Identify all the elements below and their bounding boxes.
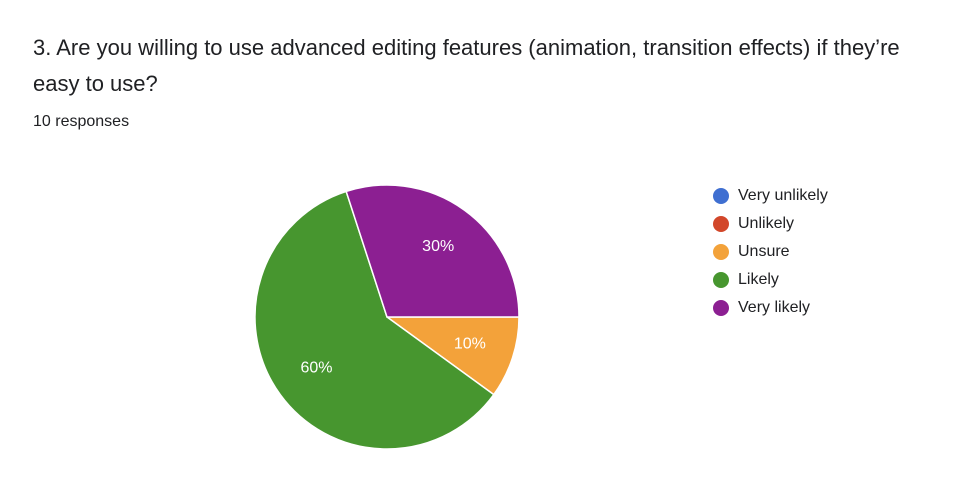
legend-label-very-unlikely: Very unlikely [738, 187, 828, 204]
pie-slice-unsure[interactable] [384, 316, 520, 396]
legend-swatch-very-likely [713, 300, 729, 316]
legend-label-likely: Likely [738, 271, 779, 288]
legend: Very unlikely Unlikely Unsure Likely Ver… [713, 182, 828, 322]
pie-labels: 10% 60% 30% [300, 238, 485, 377]
legend-label-very-likely: Very likely [738, 299, 811, 316]
legend-label-unlikely: Unlikely [738, 215, 795, 232]
pie-slice-likely[interactable] [254, 190, 495, 450]
legend-label-unsure: Unsure [738, 243, 790, 260]
legend-item-very-unlikely[interactable]: Very unlikely [713, 182, 828, 210]
pie-label-likely: 60% [300, 360, 332, 377]
legend-item-unsure[interactable]: Unsure [713, 238, 828, 266]
legend-swatch-unlikely [713, 216, 729, 232]
pie-label-very-likely: 30% [422, 238, 454, 255]
pie-label-unsure: 10% [454, 335, 486, 352]
legend-item-likely[interactable]: Likely [713, 266, 828, 294]
question-title: 3. Are you willing to use advanced editi… [33, 35, 900, 96]
pie-slices [254, 184, 520, 450]
legend-item-very-likely[interactable]: Very likely [713, 294, 828, 322]
response-count: 10 responses [33, 113, 130, 130]
legend-swatch-very-unlikely [713, 188, 729, 204]
legend-swatch-likely [713, 272, 729, 288]
legend-swatch-unsure [713, 244, 729, 260]
pie-slice-very-likely[interactable] [345, 184, 520, 318]
legend-item-unlikely[interactable]: Unlikely [713, 210, 828, 238]
